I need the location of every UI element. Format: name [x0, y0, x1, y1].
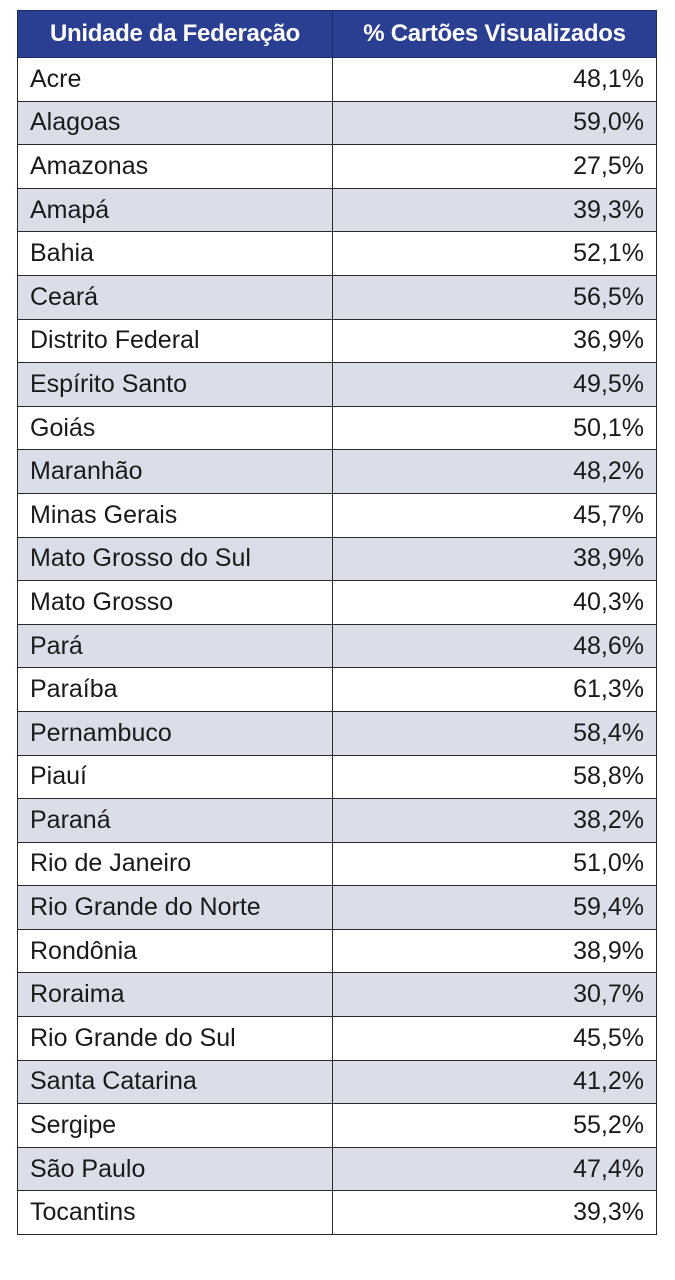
percent-viewed-cell: 47,4% — [332, 1146, 657, 1192]
state-name-cell: Goiás — [17, 405, 333, 451]
table-row: Bahia 52,1% — [17, 231, 657, 276]
state-name-cell: São Paulo — [17, 1146, 333, 1192]
table-row: Espírito Santo 49,5% — [17, 362, 657, 407]
table-row: Paraná 38,2% — [17, 798, 657, 843]
state-name-cell: Alagoas — [17, 100, 333, 146]
table-row: Acre 48,1% — [17, 57, 657, 102]
table-row: Rio de Janeiro 51,0% — [17, 841, 657, 887]
state-name-cell: Piauí — [17, 754, 333, 800]
table-row: São Paulo 47,4% — [17, 1146, 657, 1192]
data-table: Unidade da Federação % Cartões Visualiza… — [17, 10, 657, 1236]
percent-viewed-cell: 38,9% — [332, 928, 657, 974]
state-name-cell: Roraima — [17, 972, 333, 1018]
table-row: Maranhão 48,2% — [17, 449, 657, 494]
state-name-cell: Acre — [17, 57, 333, 102]
table-row: Paraíba 61,3% — [17, 667, 657, 712]
table-row: Amapá 39,3% — [17, 187, 657, 233]
table-row: Minas Gerais 45,7% — [17, 492, 657, 538]
state-name-cell: Rio Grande do Sul — [17, 1016, 333, 1061]
percent-viewed-cell: 59,0% — [332, 100, 657, 146]
percent-viewed-cell: 52,1% — [332, 231, 657, 276]
percent-viewed-cell: 41,2% — [332, 1059, 657, 1105]
table-row: Santa Catarina 41,2% — [17, 1059, 657, 1105]
state-name-cell: Distrito Federal — [17, 318, 333, 364]
percent-viewed-cell: 38,2% — [332, 798, 657, 843]
percent-viewed-cell: 56,5% — [332, 274, 657, 320]
table-row: Rondônia 38,9% — [17, 928, 657, 974]
table-row: Goiás 50,1% — [17, 405, 657, 451]
table-body: Acre 48,1% Alagoas 59,0% Amazonas 27,5% Amapá 3… — [17, 57, 657, 1236]
table-header-row: Unidade da Federação % Cartões Visualiza… — [17, 10, 657, 58]
header-state: Unidade da Federação — [17, 10, 333, 58]
state-name-cell: Bahia — [17, 231, 333, 276]
table-row: Pará 48,6% — [17, 623, 657, 669]
percent-viewed-cell: 39,3% — [332, 187, 657, 233]
state-name-cell: Maranhão — [17, 449, 333, 494]
table-header: Unidade da Federação % Cartões Visualiza… — [17, 10, 657, 58]
table-row: Piauí 58,8% — [17, 754, 657, 800]
data-table-container: Unidade da Federação % Cartões Visualiza… — [17, 10, 657, 1236]
percent-viewed-cell: 61,3% — [332, 667, 657, 712]
table-row: Mato Grosso do Sul 38,9% — [17, 536, 657, 582]
percent-viewed-cell: 38,9% — [332, 536, 657, 582]
state-name-cell: Minas Gerais — [17, 492, 333, 538]
state-name-cell: Amapá — [17, 187, 333, 233]
percent-viewed-cell: 30,7% — [332, 972, 657, 1018]
percent-viewed-cell: 48,1% — [332, 57, 657, 102]
percent-viewed-cell: 58,8% — [332, 754, 657, 800]
table-row: Pernambuco 58,4% — [17, 710, 657, 756]
state-name-cell: Amazonas — [17, 144, 333, 189]
percent-viewed-cell: 59,4% — [332, 885, 657, 930]
table-row: Alagoas 59,0% — [17, 100, 657, 146]
state-name-cell: Sergipe — [17, 1103, 333, 1148]
table-row: Tocantins 39,3% — [17, 1190, 657, 1236]
percent-viewed-cell: 48,6% — [332, 623, 657, 669]
state-name-cell: Paraná — [17, 798, 333, 843]
table-row: Rio Grande do Sul 45,5% — [17, 1016, 657, 1061]
state-name-cell: Paraíba — [17, 667, 333, 712]
percent-viewed-cell: 45,5% — [332, 1016, 657, 1061]
state-name-cell: Rio de Janeiro — [17, 841, 333, 887]
percent-viewed-cell: 49,5% — [332, 362, 657, 407]
state-name-cell: Espírito Santo — [17, 362, 333, 407]
state-name-cell: Mato Grosso — [17, 580, 333, 625]
state-name-cell: Pará — [17, 623, 333, 669]
percent-viewed-cell: 27,5% — [332, 144, 657, 189]
percent-viewed-cell: 48,2% — [332, 449, 657, 494]
state-name-cell: Ceará — [17, 274, 333, 320]
percent-viewed-cell: 58,4% — [332, 710, 657, 756]
percent-viewed-cell: 36,9% — [332, 318, 657, 364]
state-name-cell: Rio Grande do Norte — [17, 885, 333, 930]
state-name-cell: Pernambuco — [17, 710, 333, 756]
table-row: Ceará 56,5% — [17, 274, 657, 320]
table-row: Mato Grosso 40,3% — [17, 580, 657, 625]
percent-viewed-cell: 55,2% — [332, 1103, 657, 1148]
table-row: Amazonas 27,5% — [17, 144, 657, 189]
state-name-cell: Mato Grosso do Sul — [17, 536, 333, 582]
table-row: Sergipe 55,2% — [17, 1103, 657, 1148]
percent-viewed-cell: 39,3% — [332, 1190, 657, 1236]
percent-viewed-cell: 40,3% — [332, 580, 657, 625]
table-row: Distrito Federal 36,9% — [17, 318, 657, 364]
header-percent-viewed: % Cartões Visualizados — [332, 10, 657, 58]
percent-viewed-cell: 50,1% — [332, 405, 657, 451]
table-row: Roraima 30,7% — [17, 972, 657, 1018]
state-name-cell: Tocantins — [17, 1190, 333, 1236]
state-name-cell: Santa Catarina — [17, 1059, 333, 1105]
percent-viewed-cell: 45,7% — [332, 492, 657, 538]
percent-viewed-cell: 51,0% — [332, 841, 657, 887]
table-row: Rio Grande do Norte 59,4% — [17, 885, 657, 930]
state-name-cell: Rondônia — [17, 928, 333, 974]
